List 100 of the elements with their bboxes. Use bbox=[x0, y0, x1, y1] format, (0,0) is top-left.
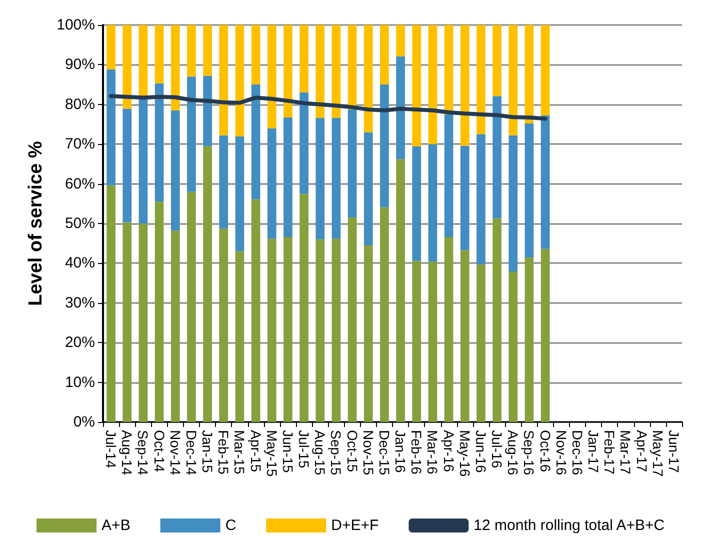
x-tick-label: Apr-16 bbox=[440, 430, 457, 472]
bar bbox=[492, 96, 502, 218]
x-tick-label: Nov-14 bbox=[167, 430, 184, 476]
bar bbox=[170, 230, 180, 422]
bar bbox=[267, 25, 276, 128]
y-tick-label: 30% bbox=[64, 294, 95, 312]
bar bbox=[138, 99, 148, 224]
y-tick-label: 100% bbox=[56, 16, 95, 34]
x-tick-label: May-16 bbox=[456, 430, 473, 477]
bar bbox=[122, 108, 132, 222]
bar bbox=[251, 25, 260, 85]
bar bbox=[540, 116, 550, 249]
x-tick-label: Jun-17 bbox=[666, 430, 682, 474]
bar bbox=[235, 251, 244, 422]
y-tick-label: 0% bbox=[73, 414, 95, 430]
x-tick-label: Dec-16 bbox=[569, 430, 586, 476]
bar bbox=[122, 222, 132, 422]
bar bbox=[524, 123, 534, 258]
bar bbox=[492, 218, 502, 422]
x-tick-label: Jun-15 bbox=[280, 430, 296, 474]
bar bbox=[203, 25, 212, 76]
bar bbox=[203, 76, 212, 146]
bar bbox=[316, 118, 325, 240]
x-tick-label: Feb-15 bbox=[216, 430, 232, 475]
y-tick-label: 20% bbox=[64, 334, 95, 352]
bar bbox=[106, 25, 116, 70]
bar bbox=[396, 25, 405, 56]
bar bbox=[251, 84, 260, 200]
legend-label: A+B bbox=[102, 517, 130, 534]
x-tick-label: Oct-14 bbox=[151, 430, 168, 472]
bar bbox=[412, 25, 422, 146]
bar bbox=[154, 202, 164, 422]
bar bbox=[235, 25, 244, 137]
bar bbox=[540, 248, 550, 422]
x-tick-label: Nov-15 bbox=[360, 430, 376, 476]
bar bbox=[187, 192, 196, 422]
bar bbox=[492, 25, 502, 96]
bar bbox=[444, 237, 454, 422]
bar bbox=[106, 69, 116, 186]
y-tick-label: 80% bbox=[64, 96, 95, 113]
bar bbox=[300, 194, 308, 422]
bar bbox=[251, 199, 260, 422]
bar bbox=[524, 25, 534, 124]
x-tick-label: Nov-16 bbox=[553, 430, 570, 476]
bar bbox=[332, 238, 341, 422]
bar bbox=[412, 146, 422, 261]
bar bbox=[332, 25, 341, 118]
x-tick-label: Jul-15 bbox=[296, 430, 312, 468]
y-tick-label: 90% bbox=[64, 56, 95, 74]
bar bbox=[380, 25, 389, 85]
legend-label: 12 month rolling total A+B+C bbox=[474, 517, 665, 534]
legend-label: D+E+F bbox=[331, 517, 379, 534]
bar bbox=[122, 25, 132, 109]
bar bbox=[106, 185, 116, 422]
bar bbox=[396, 56, 405, 160]
bar bbox=[219, 25, 228, 136]
bar bbox=[235, 136, 244, 252]
x-tick-label: Jan-16 bbox=[392, 430, 409, 474]
bar bbox=[219, 228, 228, 422]
x-tick-label: Aug-15 bbox=[312, 430, 328, 476]
x-tick-label: Sep-16 bbox=[521, 430, 538, 476]
bar bbox=[187, 76, 196, 192]
bar bbox=[316, 25, 325, 118]
x-tick-label: Mar-17 bbox=[618, 430, 634, 475]
bar bbox=[154, 83, 164, 202]
bar bbox=[348, 218, 357, 422]
x-tick-label: Mar-16 bbox=[424, 430, 441, 475]
y-axis-title: Level of service % bbox=[26, 141, 47, 306]
bar bbox=[444, 25, 454, 114]
x-tick-label: Aug-14 bbox=[119, 430, 136, 476]
bar bbox=[364, 25, 373, 132]
legend-label: C bbox=[225, 517, 236, 534]
bar bbox=[300, 92, 308, 194]
bar bbox=[428, 144, 438, 262]
x-tick-label: May-17 bbox=[650, 430, 666, 477]
bar bbox=[476, 134, 486, 264]
x-tick-label: Oct-16 bbox=[537, 430, 554, 472]
x-tick-label: Feb-16 bbox=[408, 430, 425, 475]
bar bbox=[154, 25, 164, 84]
bar bbox=[444, 114, 454, 237]
bar bbox=[476, 25, 486, 134]
x-tick-label: Sep-15 bbox=[328, 430, 344, 476]
bar bbox=[364, 245, 373, 422]
bar bbox=[203, 146, 212, 422]
bar bbox=[170, 25, 180, 110]
bar bbox=[476, 264, 486, 422]
x-tick-label: Jul-14 bbox=[103, 430, 120, 468]
bar bbox=[540, 25, 550, 116]
x-tick-label: Aug-16 bbox=[505, 430, 522, 476]
x-tick-label: Jul-16 bbox=[489, 430, 506, 468]
bar bbox=[219, 135, 228, 229]
y-tick-label: 70% bbox=[64, 136, 95, 153]
x-tick-label: Dec-14 bbox=[183, 430, 200, 476]
bar bbox=[316, 239, 325, 422]
bar bbox=[284, 25, 292, 118]
y-tick-label: 40% bbox=[64, 254, 95, 272]
bar bbox=[460, 146, 470, 250]
x-tick-label: Apr-15 bbox=[248, 430, 264, 472]
bar bbox=[138, 224, 148, 422]
bar bbox=[412, 260, 422, 422]
